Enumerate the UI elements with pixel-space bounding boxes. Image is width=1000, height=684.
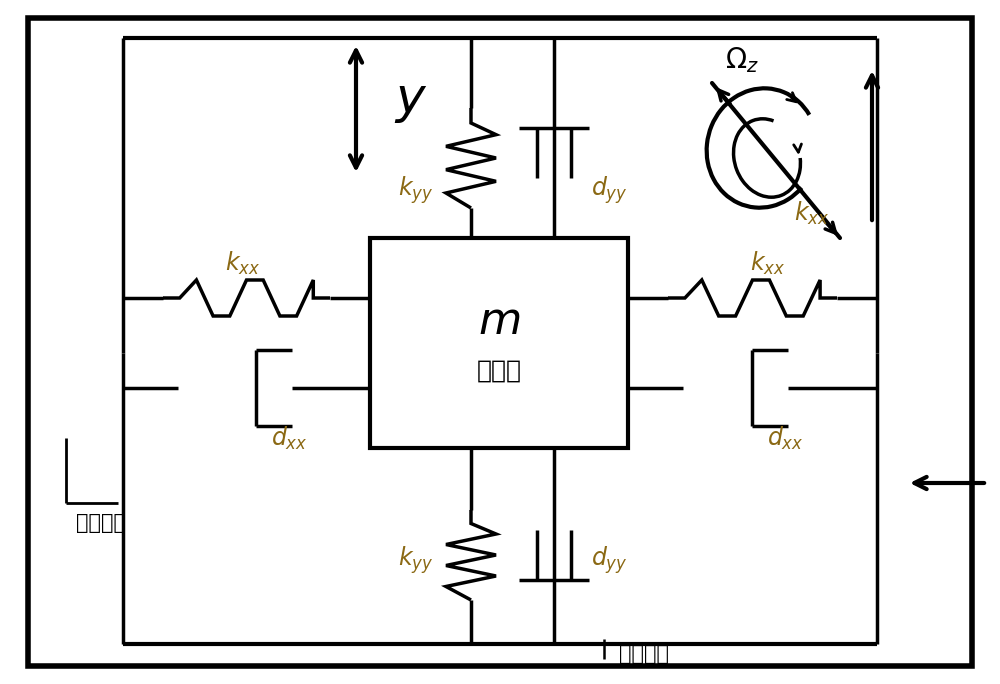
Text: $k_{xx}$: $k_{xx}$ (794, 200, 830, 226)
Text: $d_{xx}$: $d_{xx}$ (767, 424, 803, 451)
Text: $k_{yy}$: $k_{yy}$ (398, 174, 434, 206)
Text: $k_{xx}$: $k_{xx}$ (750, 250, 786, 276)
Text: $y$: $y$ (394, 75, 428, 124)
Bar (370, 238, 628, 448)
Text: 电容测量: 电容测量 (76, 513, 126, 533)
Text: $m$: $m$ (478, 300, 520, 343)
Text: $d_{yy}$: $d_{yy}$ (591, 544, 627, 576)
Text: $\Omega_z$: $\Omega_z$ (725, 45, 759, 75)
Text: $d_{xx}$: $d_{xx}$ (271, 424, 307, 451)
Text: $k_{xx}$: $k_{xx}$ (225, 250, 261, 276)
Text: 电容测量: 电容测量 (619, 644, 669, 664)
Text: 质量块: 质量块 (477, 359, 522, 383)
Text: $d_{yy}$: $d_{yy}$ (591, 174, 627, 206)
Text: $k_{yy}$: $k_{yy}$ (398, 544, 434, 576)
